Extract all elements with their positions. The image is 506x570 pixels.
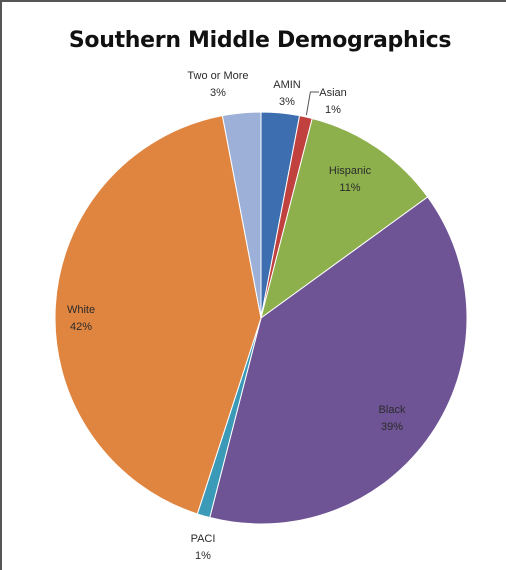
chart-title: Southern Middle Demographics [68, 28, 452, 53]
slice-label-paci: PACI 1% [191, 533, 216, 562]
slice-label-hispanic: Hispanic 11% [329, 165, 372, 194]
slice-label-black: Black 39% [379, 404, 406, 433]
slice-label-two-or-more: Two or More 3% [187, 70, 248, 99]
top-border [0, 0, 506, 2]
leader-line-asian [305, 91, 319, 116]
slice-label-white: White 42% [67, 304, 95, 333]
pie-slice-hispanic [260, 117, 429, 320]
pie-slice-white [54, 115, 262, 515]
slice-label-asian: Asian 1% [319, 87, 347, 116]
slice-label-amin: AMIN 3% [273, 79, 301, 108]
pie-slice-two-or-more [221, 111, 262, 319]
left-border [0, 0, 2, 570]
pie-slice-black [209, 196, 468, 525]
